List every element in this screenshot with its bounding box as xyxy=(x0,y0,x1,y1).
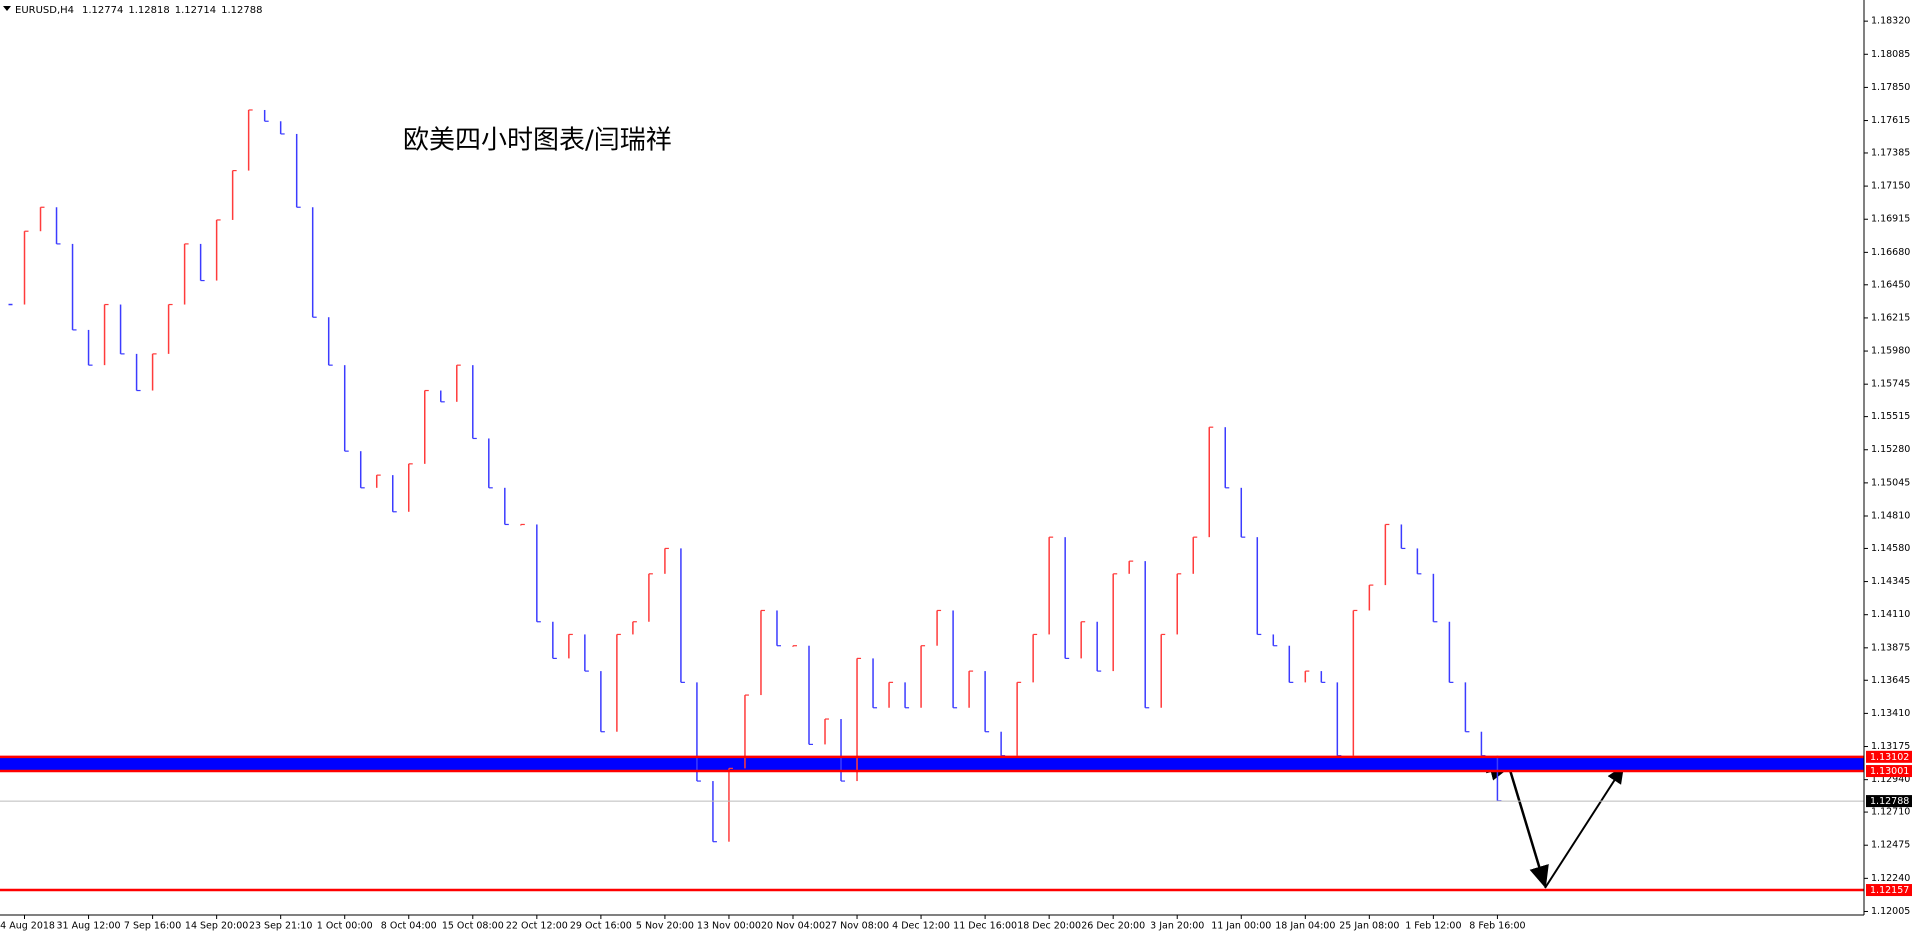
arrow xyxy=(1508,769,1549,889)
y-tick-label: 1.18320 xyxy=(1871,16,1910,27)
y-tick-label: 1.17615 xyxy=(1871,115,1910,126)
x-tick-label: 5 Nov 20:00 xyxy=(636,921,694,932)
y-tick-label: 1.14810 xyxy=(1871,511,1910,522)
x-tick-label: 29 Oct 16:00 xyxy=(570,921,632,932)
x-tick-label: 13 Nov 00:00 xyxy=(697,921,761,932)
quote-value: 1.12788 xyxy=(221,5,262,16)
x-tick-label: 22 Oct 12:00 xyxy=(506,921,568,932)
x-tick-label: 23 Sep 21:10 xyxy=(249,921,312,932)
y-tick-label: 1.17850 xyxy=(1871,82,1910,93)
arrow xyxy=(1544,765,1625,889)
y-tick-label: 1.13875 xyxy=(1871,642,1910,653)
y-tick-label: 1.18085 xyxy=(1871,49,1910,60)
symbol: EURUSD,H4 xyxy=(15,5,74,16)
x-tick-label: 1 Feb 12:00 xyxy=(1405,921,1461,932)
x-tick-label: 8 Feb 16:00 xyxy=(1469,921,1525,932)
y-tick-label: 1.15515 xyxy=(1871,411,1910,422)
y-tick-label: 1.12940 xyxy=(1871,774,1910,785)
x-tick-label: 27 Nov 08:00 xyxy=(825,921,889,932)
y-tick-label: 1.16215 xyxy=(1871,312,1910,323)
price-label-box xyxy=(1866,795,1912,808)
quote-value: 1.12818 xyxy=(128,5,169,16)
x-tick-label: 15 Oct 08:00 xyxy=(442,921,504,932)
x-tick-label: 31 Aug 12:00 xyxy=(57,921,121,932)
quote-value: 1.12714 xyxy=(175,5,216,16)
price-label: 1.12788 xyxy=(1870,796,1909,807)
y-tick-label: 1.12240 xyxy=(1871,873,1910,884)
y-tick-label: 1.12475 xyxy=(1871,840,1910,851)
header: EURUSD,H4 1.12774 1.12818 1.12714 1.12788 xyxy=(15,5,262,16)
x-tick-label: 20 Nov 04:00 xyxy=(761,921,825,932)
y-tick-label: 1.17150 xyxy=(1871,181,1910,192)
quote-value: 1.12774 xyxy=(82,5,123,16)
y-tick-label: 1.15280 xyxy=(1871,444,1910,455)
y-tick-label: 1.15045 xyxy=(1871,477,1910,488)
price-label: 1.13001 xyxy=(1870,766,1909,777)
x-tick-label: 1 Oct 00:00 xyxy=(317,921,373,932)
zone-band xyxy=(0,756,1864,772)
y-tick-label: 1.12710 xyxy=(1871,807,1910,818)
price-label-box xyxy=(1866,765,1912,778)
price-label: 1.12157 xyxy=(1870,885,1909,896)
y-tick-label: 1.16680 xyxy=(1871,247,1910,258)
y-tick-label: 1.15980 xyxy=(1871,346,1910,357)
y-tick-label: 1.16915 xyxy=(1871,214,1910,225)
y-tick-label: 1.14110 xyxy=(1871,609,1910,620)
price-label-box xyxy=(1866,750,1912,763)
x-tick-label: 26 Dec 20:00 xyxy=(1081,921,1145,932)
x-tick-label: 7 Sep 16:00 xyxy=(124,921,181,932)
y-tick-label: 1.12005 xyxy=(1871,906,1910,917)
y-tick-label: 1.17385 xyxy=(1871,147,1910,158)
annotation: 欧美四小时图表/闫瑞祥 xyxy=(403,126,672,156)
price-label-box xyxy=(1866,884,1912,897)
y-tick-label: 1.14345 xyxy=(1871,576,1910,587)
x-tick-label: 25 Jan 08:00 xyxy=(1339,921,1399,932)
x-tick-label: 8 Oct 04:00 xyxy=(381,921,437,932)
x-tick-label: 11 Jan 00:00 xyxy=(1211,921,1271,932)
y-tick-label: 1.13645 xyxy=(1871,675,1910,686)
x-tick-label: 3 Jan 20:00 xyxy=(1150,921,1204,932)
x-tick-label: 11 Dec 16:00 xyxy=(953,921,1017,932)
y-tick-label: 1.13175 xyxy=(1871,741,1910,752)
y-tick-label: 1.15745 xyxy=(1871,379,1910,390)
x-tick-label: 14 Sep 20:00 xyxy=(185,921,248,932)
price-label: 1.13102 xyxy=(1870,752,1909,763)
x-tick-label: 18 Dec 20:00 xyxy=(1017,921,1081,932)
y-tick-label: 1.13410 xyxy=(1871,708,1910,719)
x-tick-label: 18 Jan 04:00 xyxy=(1275,921,1335,932)
y-tick-label: 1.16450 xyxy=(1871,279,1910,290)
x-tick-label: 4 Dec 12:00 xyxy=(892,921,950,932)
y-tick-label: 1.14580 xyxy=(1871,543,1910,554)
x-tick-label: 24 Aug 2018 xyxy=(0,921,55,932)
menu-triangle[interactable] xyxy=(3,6,11,11)
